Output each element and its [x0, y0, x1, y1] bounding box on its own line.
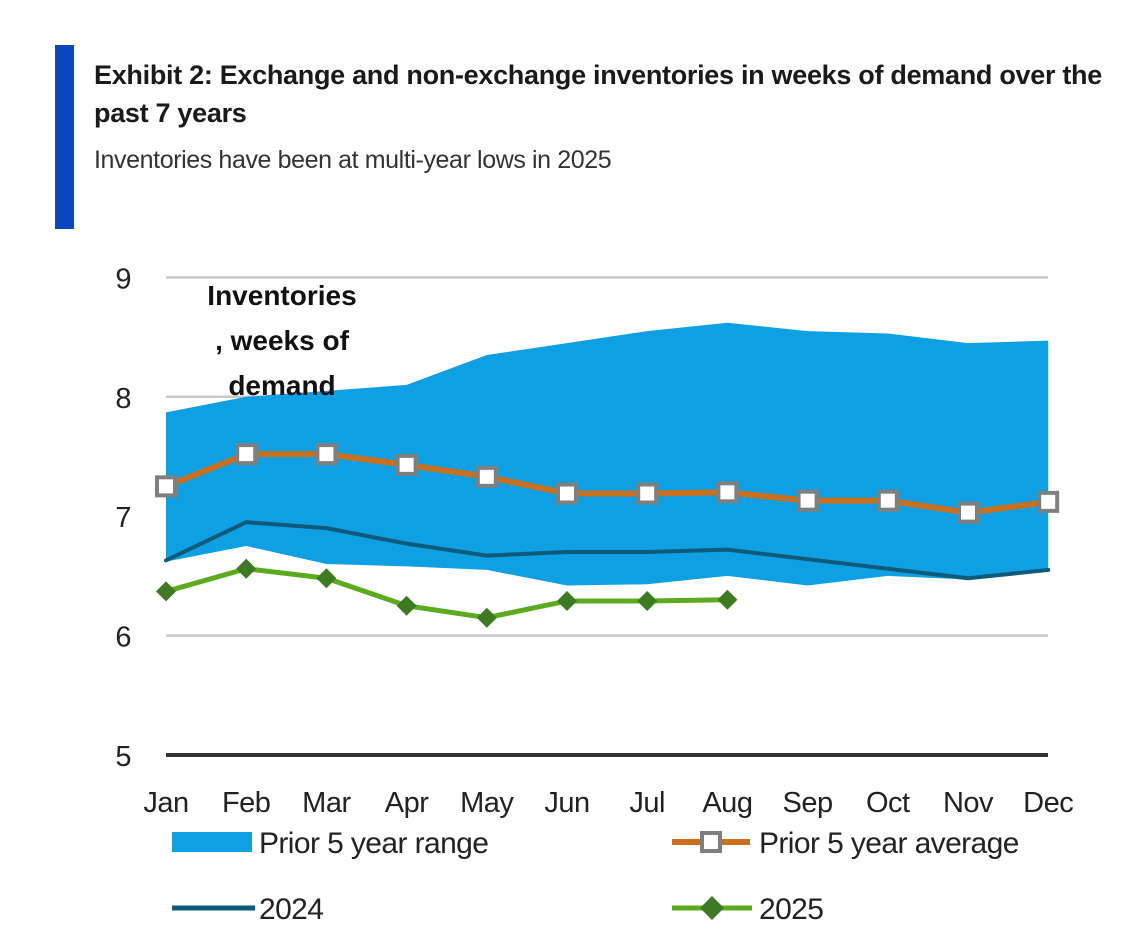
x-tick-label: Jan [143, 787, 188, 819]
legend: Prior 5 year range Prior 5 year average 20… [172, 827, 1019, 926]
average-point [155, 475, 177, 498]
annotation-line: , weeks of [215, 325, 350, 356]
average-point [475, 465, 498, 488]
x-tick-label: Apr [385, 787, 429, 819]
y-tick-label: 5 [115, 741, 131, 773]
series-2025-point [316, 568, 337, 589]
y-tick-label: 9 [115, 263, 131, 295]
range-band-layer [166, 322, 1049, 586]
average-point [957, 501, 979, 524]
x-tick-label: Oct [866, 787, 910, 819]
y-axis-ticks: 5 6 7 8 9 [115, 263, 131, 773]
average-point [556, 482, 578, 505]
x-axis-ticks: Jan Feb Mar Apr May Jun Jul Aug Sep Oct Nov Dec [143, 787, 1073, 819]
series-prior-5-year-average-line [163, 451, 1052, 516]
x-tick-label: Sep [783, 787, 833, 819]
legend-swatch-2025-marker [700, 896, 724, 920]
series-2025-point [717, 589, 738, 610]
legend-label-range: Prior 5 year range [259, 827, 488, 860]
y-tick-label: 8 [115, 383, 131, 415]
series-2025-point [557, 590, 577, 611]
legend-label-2024: 2024 [259, 893, 323, 926]
average-point [636, 482, 659, 505]
average-point [796, 489, 819, 512]
average-point [1037, 490, 1060, 513]
accent-bar [55, 45, 74, 229]
series-2024-line [164, 520, 1051, 581]
y-tick-label: 7 [115, 502, 131, 534]
x-tick-label: Mar [302, 787, 351, 819]
average-point [395, 453, 418, 476]
series-2025-point [476, 607, 497, 628]
x-tick-label: Nov [943, 787, 994, 819]
legend-label-average: Prior 5 year average [759, 827, 1019, 860]
x-tick-label: Jun [544, 787, 589, 819]
x-tick-label: Aug [702, 787, 752, 819]
x-tick-label: Jul [629, 787, 665, 819]
x-tick-label: Dec [1023, 787, 1073, 819]
x-tick-label: May [460, 787, 514, 819]
average-point [716, 481, 739, 504]
average-point [876, 489, 899, 512]
markers-layer [155, 443, 1060, 628]
series-2025-point [156, 581, 176, 602]
annotation-line: demand [228, 370, 335, 401]
legend-label-2025: 2025 [759, 893, 823, 926]
chart-subtitle: Inventories have been at multi-year lows… [94, 146, 612, 174]
legend-swatch-average-marker [700, 831, 722, 853]
average-point [315, 443, 338, 466]
chart-annotation: Inventories , weeks of demand [207, 280, 356, 401]
series-2025-point [396, 595, 417, 616]
series-2025-line [163, 566, 730, 621]
series-lines-layer [163, 451, 1052, 621]
y-tick-label: 6 [115, 622, 131, 654]
legend-swatch-range [172, 832, 252, 852]
chart-title: Exhibit 2: Exchange and non-exchange inv… [94, 60, 1102, 128]
series-2025-point [637, 590, 658, 611]
annotation-line: Inventories [207, 280, 356, 311]
series-prior-5-year-range [166, 322, 1049, 586]
average-point [235, 443, 258, 466]
series-2025-point [236, 558, 257, 579]
x-tick-label: Feb [222, 787, 270, 819]
